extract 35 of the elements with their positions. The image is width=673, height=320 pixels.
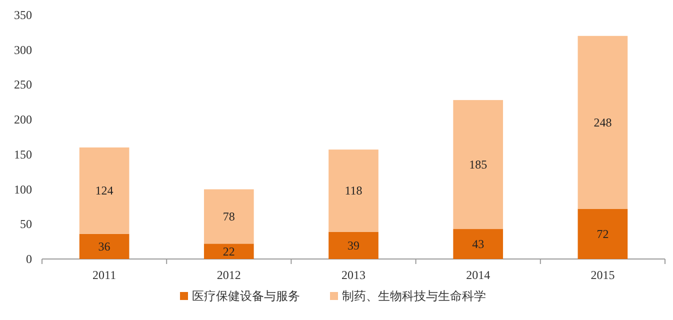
data-label: 72 [596, 226, 609, 241]
x-tick-label: 2013 [342, 268, 366, 282]
data-label: 22 [222, 244, 235, 258]
x-tick-label: 2014 [466, 268, 490, 282]
legend-label: 制药、生物科技与生命科学 [342, 289, 486, 303]
data-label: 78 [222, 209, 235, 224]
bar [328, 232, 378, 259]
x-tick-label: 2011 [92, 268, 116, 282]
x-tick-label: 2012 [216, 268, 241, 282]
bar [453, 229, 504, 259]
data-label: 185 [469, 158, 488, 172]
data-label: 39 [348, 238, 360, 252]
bar [204, 189, 254, 244]
bar [328, 150, 378, 232]
y-tick-label: 300 [14, 42, 32, 57]
data-label: 36 [98, 239, 110, 254]
y-tick-label: 0 [26, 252, 32, 266]
x-tick-label: 2015 [590, 268, 615, 282]
y-tick-label: 350 [14, 8, 32, 22]
data-label: 43 [472, 237, 484, 252]
bar [204, 244, 254, 259]
y-tick-label: 200 [14, 112, 32, 127]
data-label: 118 [344, 184, 362, 198]
data-label: 248 [594, 115, 612, 130]
y-tick-label: 250 [14, 78, 32, 92]
bar [578, 208, 628, 259]
legend-label: 医疗保健设备与服务 [192, 289, 300, 303]
bar [79, 147, 130, 234]
bar [453, 100, 504, 230]
y-tick-label: 50 [20, 217, 32, 232]
y-tick-label: 150 [14, 147, 32, 162]
data-label: 124 [95, 184, 114, 198]
bar [79, 234, 130, 259]
bar [578, 36, 628, 209]
y-tick-label: 100 [14, 182, 32, 196]
